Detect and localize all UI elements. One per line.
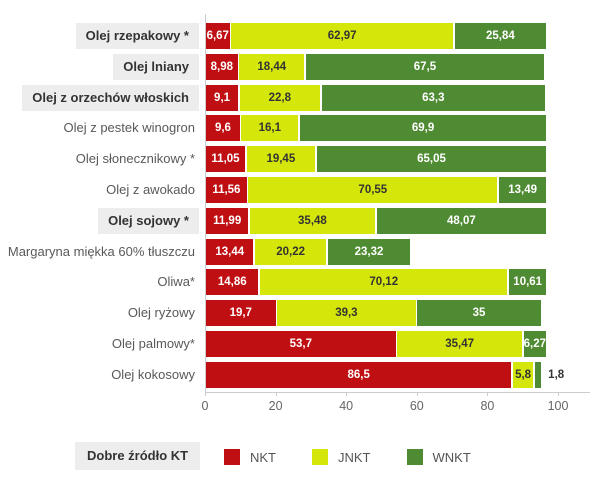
category-label: Oliwa*: [0, 269, 199, 295]
x-axis-tick-label: 20: [268, 399, 283, 413]
bar-row: 6,67 62,97 25,84: [206, 23, 547, 49]
category-label: Olej z awokado: [0, 177, 199, 203]
category-label-text: Margaryna miękka 60% tłuszczu: [7, 243, 195, 259]
legend-swatch-icon: [312, 449, 328, 465]
legend-item-wnkt[interactable]: WNKT: [406, 449, 471, 465]
bar-segment-wnkt[interactable]: 67,5: [305, 53, 545, 80]
bar-segment-wnkt[interactable]: 69,9: [299, 115, 547, 142]
bar-segment-wnkt[interactable]: 13,49: [498, 177, 547, 203]
bar-segment-nkt[interactable]: 14,86: [206, 269, 259, 296]
x-axis-tick: [487, 392, 489, 396]
legend-swatch-icon: [224, 449, 240, 465]
category-label-text: Olej lniany: [113, 53, 199, 80]
bar-row: 19,7 39,3 35: [206, 300, 541, 327]
bar-segment-nkt[interactable]: 13,44: [206, 238, 254, 265]
bar-segment-nkt[interactable]: 9,1: [206, 84, 239, 111]
bar-segment-wnkt[interactable]: 48,07: [376, 207, 547, 234]
x-axis-tick-label: 40: [339, 399, 354, 413]
x-axis-tick-label: 0: [201, 399, 209, 413]
category-label-text: Olej sojowy *: [98, 207, 199, 234]
bar-segment-jnkt[interactable]: 35,48: [249, 207, 376, 234]
x-axis-tick: [205, 392, 206, 396]
bar-segment-jnkt[interactable]: 5,8: [512, 361, 534, 388]
x-axis-tick: [416, 392, 418, 396]
legend-item-nkt[interactable]: NKT: [224, 449, 276, 465]
bar-segment-jnkt[interactable]: 19,45: [246, 146, 316, 173]
category-label: Olej rzepakowy *: [0, 23, 199, 49]
bar-segment-nkt[interactable]: 11,05: [206, 146, 245, 173]
bar-row: 11,05 19,45 65,05: [206, 146, 547, 173]
bar-segment-jnkt[interactable]: 62,97: [231, 23, 454, 49]
bar-row: 11,99 35,48 48,07: [206, 207, 547, 234]
bar-segment-wnkt[interactable]: 25,84: [454, 23, 547, 49]
category-label-text: Oliwa*: [157, 274, 195, 290]
category-label: Olej sojowy *: [0, 207, 199, 234]
bar-row: 11,56 70,55 13,49: [206, 177, 547, 203]
bar-segment-wnkt[interactable]: [534, 361, 542, 388]
bar-segment-jnkt[interactable]: 35,47: [397, 331, 523, 357]
bar-segment-wnkt[interactable]: 23,32: [327, 238, 411, 265]
category-label-text: Olej z awokado: [106, 182, 195, 197]
category-label: Margaryna miękka 60% tłuszczu: [0, 239, 199, 265]
bar-segment-jnkt[interactable]: 20,22: [254, 238, 327, 265]
bar-segment-wnkt[interactable]: 65,05: [316, 146, 547, 173]
bar-segment-jnkt[interactable]: 18,44: [239, 53, 305, 80]
bar-segment-wnkt[interactable]: 10,61: [508, 269, 547, 296]
y-axis-line: [205, 14, 206, 392]
bar-segment-nkt[interactable]: 9,6: [206, 115, 240, 142]
category-label-text: Olej słonecznikowy *: [75, 151, 195, 167]
category-label-text: Olej z pestek winogron: [63, 120, 195, 136]
bar-segment-outside-value: 1,8: [548, 368, 565, 381]
bar-row: 9,6 16,1 69,9: [206, 115, 547, 142]
x-axis-tick: [346, 392, 348, 396]
bar-segment-jnkt[interactable]: 70,12: [259, 269, 508, 296]
x-axis-tick-label: 80: [480, 399, 495, 413]
category-label: Olej z pestek winogron: [0, 115, 199, 141]
bar-segment-nkt[interactable]: 11,99: [206, 207, 249, 234]
legend-items: NKT JNKT WNKT: [224, 449, 471, 465]
category-label: Olej słonecznikowy *: [0, 146, 199, 172]
bar-segment-nkt[interactable]: 11,56: [206, 177, 247, 203]
category-label: Olej palmowy*: [0, 331, 199, 357]
legend-highlight-badge: Dobre źródło KT: [75, 442, 201, 470]
category-label-text: Olej kokosowy: [111, 366, 195, 382]
legend-item-label: NKT: [250, 449, 276, 465]
bar-row: 8,98 18,44 67,5: [206, 53, 545, 80]
bar-segment-nkt[interactable]: 19,7: [206, 300, 276, 327]
x-axis-tick: [558, 392, 559, 396]
bar-row: 86,5 5,8: [206, 361, 542, 388]
bar-segment-wnkt[interactable]: 6,27: [524, 331, 546, 357]
bar-row: 53,7 35,47 6,27: [206, 331, 546, 357]
bar-row: 9,1 22,8 63,3: [206, 84, 546, 111]
category-label: Olej kokosowy: [0, 362, 199, 388]
category-label: Olej ryżowy: [0, 300, 199, 326]
bar-segment-jnkt[interactable]: 22,8: [239, 84, 321, 111]
category-label-text: Olej ryżowy: [127, 305, 195, 321]
bar-segment-jnkt[interactable]: 70,55: [248, 177, 498, 203]
bar-segment-nkt[interactable]: 86,5: [206, 361, 512, 388]
x-axis-tick: [275, 392, 277, 396]
category-label-text: Olej palmowy*: [111, 336, 195, 351]
bar-row: 14,86 70,12 10,61: [206, 269, 547, 296]
legend-item-jnkt[interactable]: JNKT: [312, 449, 371, 465]
x-axis-tick-label: 60: [409, 399, 424, 413]
bar-segment-nkt[interactable]: 53,7: [206, 331, 396, 357]
legend-swatch-icon: [406, 449, 423, 465]
bar-segment-wnkt[interactable]: 63,3: [321, 84, 546, 111]
bar-segment-nkt[interactable]: 6,67: [206, 23, 230, 49]
category-label-text: Olej rzepakowy *: [75, 23, 199, 49]
bar-row: 13,44 20,22 23,32: [206, 238, 411, 265]
bar-segment-nkt[interactable]: 8,98: [206, 53, 238, 80]
bar-segment-jnkt[interactable]: 16,1: [241, 115, 299, 142]
category-label-text: Olej z orzechów włoskich: [22, 84, 199, 111]
x-axis-line: [205, 392, 590, 393]
legend-item-label: JNKT: [338, 449, 371, 465]
x-axis-tick-label: 100: [547, 399, 569, 413]
bar-segment-wnkt[interactable]: 35: [417, 300, 541, 327]
category-label: Olej z orzechów włoskich: [0, 84, 199, 111]
legend-item-label: WNKT: [432, 449, 471, 465]
bar-segment-jnkt[interactable]: 39,3: [277, 300, 416, 327]
category-label: Olej lniany: [0, 53, 199, 80]
